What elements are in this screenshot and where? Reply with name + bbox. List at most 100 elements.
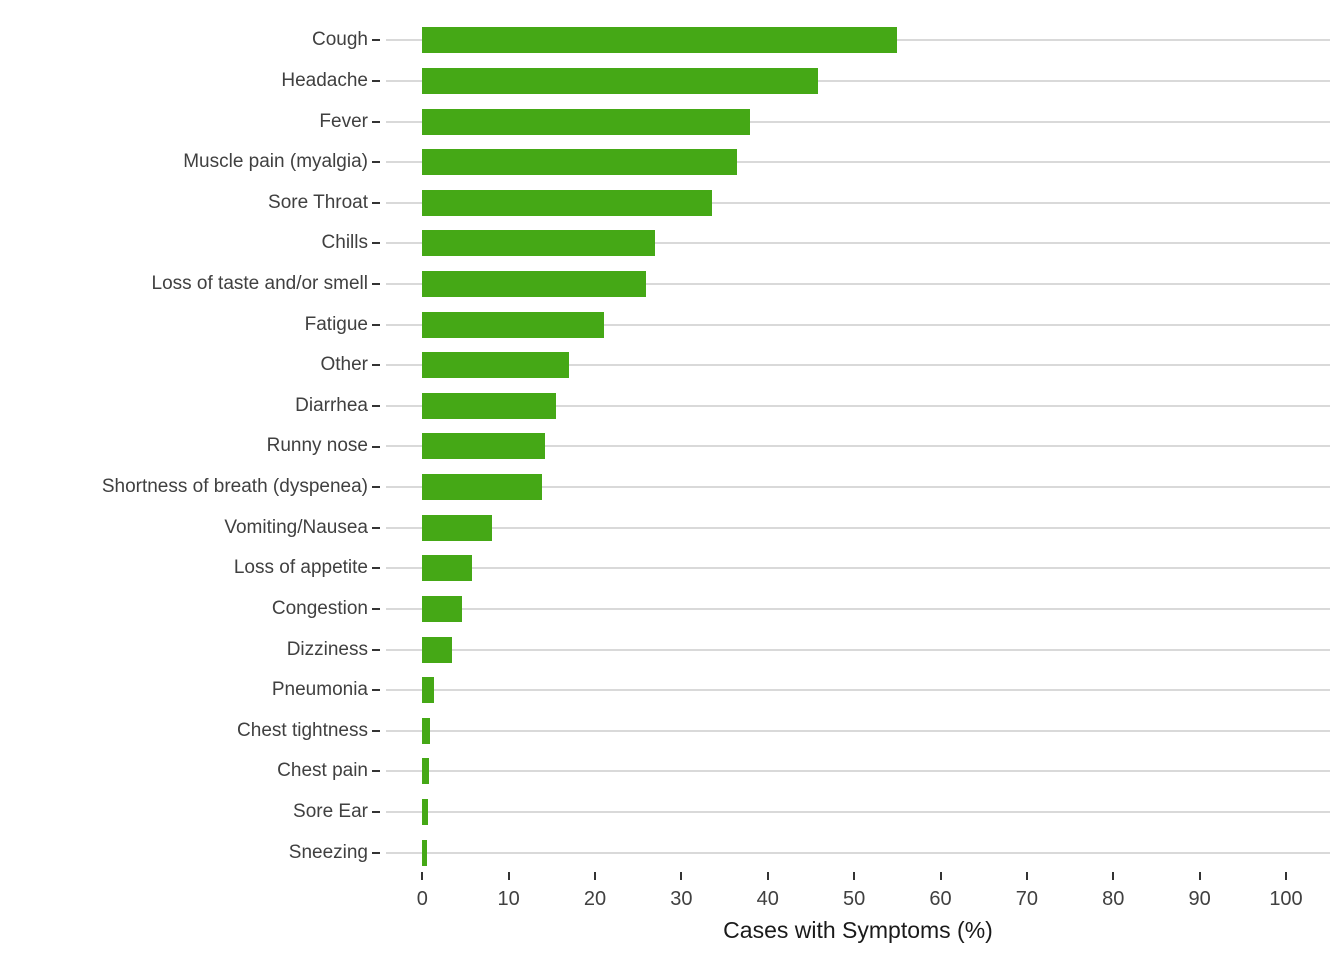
x-tick-mark	[939, 872, 942, 880]
category-label: Diarrhea	[295, 394, 368, 416]
bar	[422, 189, 712, 216]
plot-panel	[386, 20, 1330, 873]
category-label: Sore Throat	[268, 191, 368, 213]
x-tick-mark	[1285, 872, 1287, 880]
bar-row	[386, 832, 1330, 873]
bar	[422, 230, 656, 257]
bar-row	[386, 670, 1330, 711]
x-tick-mark	[1025, 872, 1028, 880]
bar-row	[386, 304, 1330, 345]
y-tick-mark	[372, 79, 380, 82]
x-tick-mark	[507, 872, 510, 880]
y-tick-mark	[372, 404, 380, 407]
bar-row	[386, 589, 1330, 630]
category-label: Pneumonia	[271, 679, 368, 701]
gridline	[386, 689, 1330, 692]
gridline	[386, 323, 1330, 326]
bar	[422, 636, 452, 663]
bar	[422, 433, 545, 460]
gridline	[386, 445, 1330, 448]
category-label: Fatigue	[304, 313, 368, 335]
category-label: Fever	[319, 110, 368, 132]
gridline	[386, 526, 1330, 529]
bar-row	[386, 507, 1330, 548]
bar-row	[386, 61, 1330, 102]
y-tick-mark	[372, 323, 380, 326]
bar-row	[386, 142, 1330, 183]
category-label: Loss of appetite	[233, 557, 368, 579]
category-label: Chest pain	[277, 760, 368, 782]
y-tick-mark	[372, 729, 380, 732]
y-tick-mark	[372, 689, 380, 692]
bar	[422, 555, 472, 582]
gridline	[386, 283, 1330, 285]
gridline	[386, 811, 1330, 814]
x-tick-label: 40	[756, 888, 779, 910]
category-label: Vomiting/Nausea	[224, 516, 368, 538]
y-tick-mark	[372, 648, 380, 651]
bar-row	[386, 467, 1330, 508]
y-tick-mark	[372, 242, 380, 245]
bar	[422, 839, 428, 866]
x-tick-label: 30	[670, 888, 693, 910]
category-label: Chills	[321, 232, 368, 254]
category-label: Congestion	[271, 597, 368, 619]
y-tick-mark	[372, 201, 380, 204]
gridline	[386, 364, 1330, 367]
gridline	[386, 242, 1330, 245]
y-tick-mark	[372, 364, 380, 367]
bar-row	[386, 264, 1330, 305]
y-tick-mark	[372, 445, 380, 448]
gridline	[386, 201, 1330, 204]
category-label: Loss of taste and/or smell	[151, 273, 369, 294]
y-tick-mark	[372, 120, 380, 123]
category-label: Sore Ear	[293, 801, 368, 823]
bar	[422, 799, 429, 826]
y-tick-mark	[372, 486, 380, 489]
bar	[422, 149, 737, 176]
bar	[422, 27, 898, 54]
gridline	[386, 607, 1330, 610]
bar-row	[386, 711, 1330, 752]
gridline	[386, 851, 1330, 854]
y-tick-mark	[372, 770, 380, 773]
x-tick-label: 20	[583, 888, 607, 910]
x-axis-title: Cases with Symptoms (%)	[723, 917, 993, 943]
bar-row	[386, 629, 1330, 670]
x-tick-label: 10	[497, 888, 520, 910]
bar-row	[386, 548, 1330, 589]
x-tick-mark	[766, 872, 769, 880]
category-label: Runny nose	[266, 435, 368, 457]
bar-row	[386, 223, 1330, 264]
gridline	[386, 120, 1330, 123]
bar-row	[386, 20, 1330, 61]
bar	[422, 717, 431, 744]
x-tick-label: 60	[929, 888, 952, 910]
gridline	[386, 404, 1330, 407]
x-tick-mark	[421, 872, 424, 880]
y-tick-mark	[372, 811, 380, 814]
x-tick-label: 70	[1015, 888, 1038, 910]
gridline	[386, 486, 1330, 489]
category-label: Chest tightness	[237, 719, 368, 741]
bar-row	[386, 792, 1330, 833]
x-tick-mark	[1112, 872, 1115, 880]
category-label: Other	[320, 354, 368, 376]
bar	[422, 595, 463, 622]
gridline	[386, 770, 1330, 773]
y-tick-mark	[372, 526, 380, 529]
category-label: Headache	[281, 69, 368, 91]
bar	[422, 392, 557, 419]
bar	[422, 271, 646, 297]
gridline	[386, 161, 1330, 164]
bar	[422, 67, 818, 94]
x-tick-label: 80	[1102, 888, 1125, 910]
bar	[422, 758, 430, 785]
gridline	[386, 648, 1330, 651]
x-tick-mark	[1198, 872, 1201, 880]
category-label: Muscle pain (myalgia)	[183, 151, 368, 173]
y-tick-mark	[372, 39, 380, 42]
bar-row	[386, 182, 1330, 223]
category-label: Sneezing	[288, 841, 368, 863]
